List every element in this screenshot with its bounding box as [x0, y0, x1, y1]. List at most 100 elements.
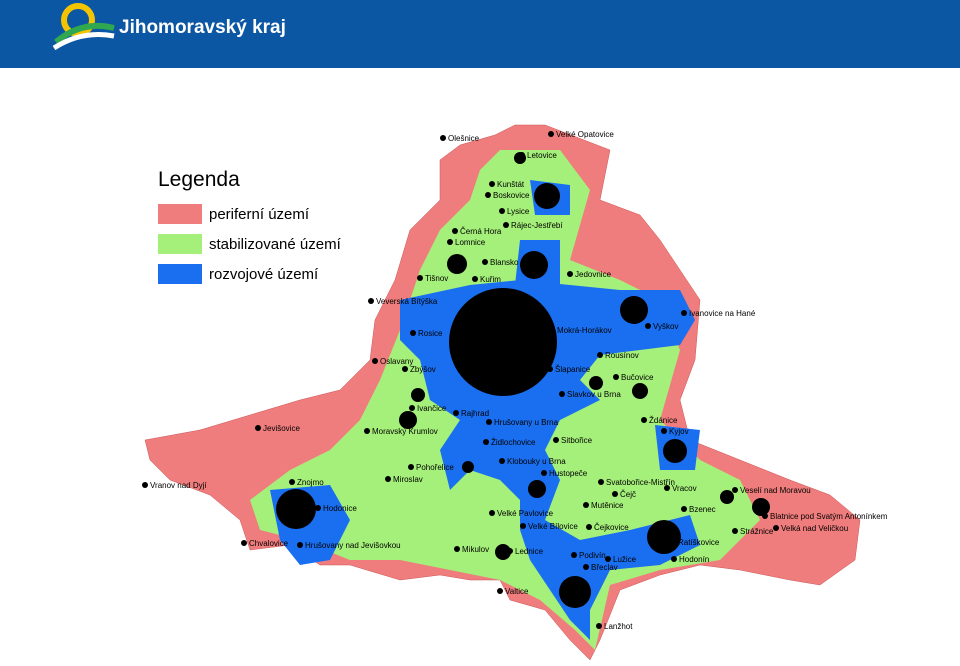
place-label: Velké Pavlovice	[497, 509, 554, 518]
place-label: Kunštát	[497, 180, 525, 189]
place-label: Mokrá-Horákov	[557, 326, 612, 335]
place-label: Hrušovany u Brna	[494, 418, 559, 427]
place-label: Čejkovice	[594, 523, 629, 532]
place-label: Černá Hora	[460, 227, 502, 236]
place-label: Miroslav	[393, 475, 423, 484]
town-dot	[681, 310, 687, 316]
town-dot	[499, 458, 505, 464]
town-dot	[520, 523, 526, 529]
place-label: Bučovice	[621, 373, 654, 382]
town-dot	[447, 239, 453, 245]
town-dot	[773, 525, 779, 531]
legend-item: periferní území	[209, 206, 310, 223]
town-dot	[372, 358, 378, 364]
town-dot	[597, 352, 603, 358]
town-dot	[732, 528, 738, 534]
place-label: Ždánice	[649, 416, 678, 425]
place-label: Podivín	[579, 551, 606, 560]
place-label: Rosice	[418, 329, 443, 338]
town-dot	[410, 330, 416, 336]
town-dot	[541, 470, 547, 476]
logo	[52, 3, 115, 51]
town-dot	[503, 222, 509, 228]
town-dot	[497, 588, 503, 594]
town-dot	[583, 564, 589, 570]
town-dot	[297, 542, 303, 548]
place-label: Valtice	[505, 587, 529, 596]
town-dot	[645, 323, 651, 329]
town-dot	[489, 510, 495, 516]
town-dot	[613, 374, 619, 380]
place-label: Mikulov	[462, 545, 489, 554]
place-labels: Olešnice Velké Opatovice Letovice Kunštát Bo…	[142, 130, 888, 631]
place-label: Lanžhot	[604, 622, 633, 631]
place-label: Klobouky u Brna	[507, 457, 566, 466]
town-dot	[482, 259, 488, 265]
place-label: Rousínov	[605, 351, 639, 360]
place-label: Hodonín	[679, 555, 709, 564]
place-label: Ivančice	[417, 404, 447, 413]
town-dot	[402, 366, 408, 372]
legend-swatch	[158, 204, 202, 224]
place-label: Lednice	[515, 547, 544, 556]
town-dot	[315, 505, 321, 511]
town-dot	[548, 131, 554, 137]
place-label: Břeclav	[591, 563, 618, 572]
town-dot	[762, 513, 768, 519]
town-dot	[571, 552, 577, 558]
place-label: Ratíškovice	[678, 538, 720, 547]
place-label: Znojmo	[297, 478, 324, 487]
place-label: Hrušovany nad Jevišovkou	[305, 541, 401, 550]
legend-swatch	[158, 264, 202, 284]
place-label: Bzenec	[689, 505, 716, 514]
town-dot	[409, 405, 415, 411]
place-label: Židlochovice	[491, 438, 536, 447]
town-dot	[553, 437, 559, 443]
town-dot	[664, 485, 670, 491]
place-label: Tišnov	[425, 274, 448, 283]
town-dot	[289, 479, 295, 485]
place-label: Blansko	[490, 258, 519, 267]
place-label: Jedovnice	[575, 270, 612, 279]
place-label: Boskovice	[493, 191, 530, 200]
legend-title: Legenda	[158, 168, 240, 191]
place-label: Moravský Krumlov	[372, 427, 438, 436]
place-label: Rajhrad	[461, 409, 489, 418]
place-label: Oslavany	[380, 357, 413, 366]
place-label: Lužice	[613, 555, 637, 564]
town-dot	[385, 476, 391, 482]
place-label: Vyškov	[653, 322, 679, 331]
town-dot	[605, 556, 611, 562]
town-markers	[276, 152, 770, 608]
place-label: Slavkov u Brna	[567, 390, 621, 399]
place-label: Chvalovice	[249, 539, 289, 548]
town-dot	[567, 271, 573, 277]
town-dot	[596, 623, 602, 629]
town-dot	[559, 391, 565, 397]
town-dot	[671, 556, 677, 562]
town-dot	[453, 410, 459, 416]
place-label: Vracov	[672, 484, 697, 493]
place-label: Mutěnice	[591, 501, 624, 510]
town-dot	[507, 548, 513, 554]
town-dot	[486, 419, 492, 425]
place-label: Sitbořice	[561, 436, 593, 445]
place-label: Svatobořice-Mistřín	[606, 478, 675, 487]
place-label: Strážnice	[740, 527, 774, 536]
town-dot	[368, 298, 374, 304]
place-label: Ivanovice na Hané	[689, 309, 756, 318]
header-bar: Jihomoravský kraj	[0, 0, 960, 68]
town-dot	[485, 192, 491, 198]
place-label: Veselí nad Moravou	[740, 486, 811, 495]
town-dot	[641, 417, 647, 423]
town-dot	[586, 524, 592, 530]
place-label: Zbýšov	[410, 365, 436, 374]
place-label: Hustopeče	[549, 469, 588, 478]
place-label: Letovice	[527, 151, 557, 160]
place-label: Pohořelice	[416, 463, 454, 472]
town-dot	[472, 276, 478, 282]
place-label: Blatnice pod Svatým Antonínkem	[770, 512, 888, 521]
town-dot	[483, 439, 489, 445]
